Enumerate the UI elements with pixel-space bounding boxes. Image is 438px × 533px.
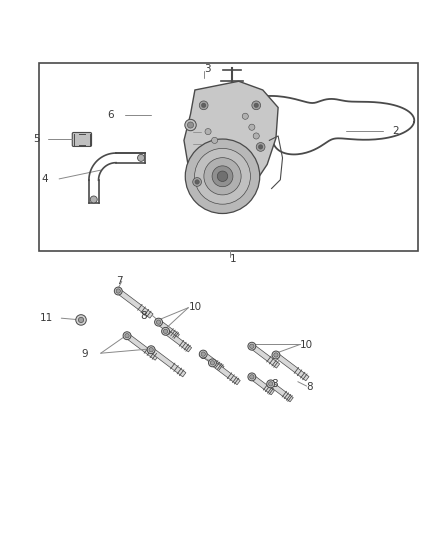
Polygon shape	[125, 334, 158, 360]
Text: 2: 2	[392, 126, 399, 136]
Circle shape	[90, 196, 97, 203]
Circle shape	[249, 124, 255, 130]
Polygon shape	[164, 329, 192, 352]
Text: 11: 11	[39, 313, 53, 323]
Text: 8: 8	[140, 311, 147, 320]
Circle shape	[185, 139, 260, 214]
Text: 3: 3	[204, 64, 210, 75]
Text: 7: 7	[116, 276, 123, 286]
Text: 10: 10	[300, 341, 313, 350]
Circle shape	[149, 348, 153, 352]
Text: 4: 4	[42, 174, 48, 184]
Circle shape	[248, 373, 256, 381]
Polygon shape	[250, 375, 275, 395]
Circle shape	[217, 171, 228, 181]
Polygon shape	[274, 353, 309, 381]
Circle shape	[256, 142, 265, 151]
Circle shape	[204, 158, 241, 195]
Polygon shape	[184, 81, 278, 206]
Circle shape	[193, 177, 201, 187]
Circle shape	[78, 317, 84, 322]
Circle shape	[116, 289, 120, 293]
Circle shape	[208, 359, 216, 367]
Circle shape	[274, 353, 278, 357]
Circle shape	[210, 361, 215, 365]
Circle shape	[199, 101, 208, 110]
Circle shape	[194, 148, 251, 204]
Polygon shape	[211, 361, 240, 385]
Circle shape	[155, 318, 162, 326]
Circle shape	[205, 128, 211, 135]
Circle shape	[250, 375, 254, 379]
Polygon shape	[250, 344, 280, 368]
Circle shape	[272, 351, 280, 359]
Text: 6: 6	[107, 110, 114, 120]
Circle shape	[163, 329, 168, 334]
Circle shape	[248, 342, 256, 350]
Bar	[39, 63, 418, 251]
Circle shape	[138, 155, 145, 161]
Circle shape	[212, 166, 233, 187]
Text: 8: 8	[199, 351, 206, 361]
Text: 8: 8	[307, 382, 313, 392]
Circle shape	[201, 352, 205, 356]
Polygon shape	[269, 382, 293, 402]
Text: 10: 10	[188, 302, 201, 312]
Circle shape	[250, 344, 254, 349]
Text: 8: 8	[272, 379, 278, 389]
Circle shape	[162, 327, 170, 335]
Circle shape	[258, 145, 263, 149]
Circle shape	[156, 320, 161, 324]
Circle shape	[125, 334, 129, 338]
Circle shape	[147, 346, 155, 354]
Circle shape	[268, 382, 273, 386]
Circle shape	[114, 287, 122, 295]
Circle shape	[252, 101, 261, 110]
Polygon shape	[117, 289, 153, 318]
Text: 1: 1	[230, 254, 237, 264]
Circle shape	[195, 180, 199, 184]
Circle shape	[185, 119, 196, 131]
Circle shape	[267, 380, 275, 388]
Polygon shape	[149, 348, 186, 377]
Circle shape	[201, 103, 206, 108]
Circle shape	[199, 350, 207, 358]
Circle shape	[242, 113, 248, 119]
Circle shape	[76, 314, 86, 325]
Polygon shape	[157, 320, 180, 339]
Circle shape	[253, 133, 259, 139]
Polygon shape	[201, 352, 224, 370]
Text: 9: 9	[81, 349, 88, 359]
FancyBboxPatch shape	[72, 133, 92, 147]
Polygon shape	[195, 106, 210, 116]
Circle shape	[212, 138, 218, 143]
Circle shape	[187, 122, 194, 128]
Text: 5: 5	[33, 134, 39, 144]
Circle shape	[254, 103, 258, 108]
Circle shape	[123, 332, 131, 340]
